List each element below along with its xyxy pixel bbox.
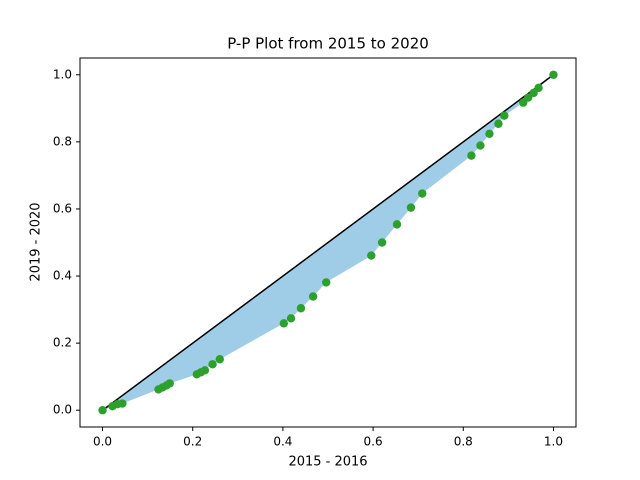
x-tick-label: 0.8 [454, 435, 473, 449]
point [534, 83, 543, 93]
point [406, 203, 416, 212]
point [500, 111, 509, 120]
x-tick-label: 0.0 [93, 435, 112, 449]
point [200, 366, 210, 375]
x-tick-label: 0.2 [183, 435, 202, 449]
point [549, 70, 558, 79]
y-tick-label: 0.0 [53, 403, 72, 417]
point [165, 379, 174, 388]
y-axis-label: 2019 - 2020 [29, 202, 44, 281]
point [494, 119, 503, 128]
point [485, 129, 494, 139]
point [279, 319, 289, 328]
chart-title: P-P Plot from 2015 to 2020 [227, 35, 429, 53]
point [476, 141, 485, 150]
point [308, 292, 318, 301]
point [296, 304, 306, 313]
point [392, 220, 402, 229]
point [467, 151, 476, 160]
y-tick-label: 1.0 [53, 67, 72, 81]
point [524, 93, 533, 102]
y-tick-label: 0.6 [53, 201, 72, 215]
point [118, 399, 127, 408]
point [377, 238, 387, 247]
point [286, 314, 296, 323]
x-axis-label: 2015 - 2016 [288, 455, 367, 470]
x-tick-label: 1.0 [544, 435, 563, 449]
point [98, 406, 107, 415]
plot-frame [79, 57, 577, 428]
y-tick-label: 0.4 [53, 269, 72, 283]
point [208, 360, 217, 369]
x-tick-label: 0.6 [364, 435, 383, 449]
point [367, 251, 376, 260]
y-tick-label: 0.2 [53, 336, 72, 350]
point [418, 189, 427, 198]
point [215, 355, 224, 364]
x-tick-label: 0.4 [273, 435, 292, 449]
reference-line [102, 74, 554, 411]
y-tick-label: 0.8 [53, 134, 72, 148]
point [321, 278, 331, 287]
